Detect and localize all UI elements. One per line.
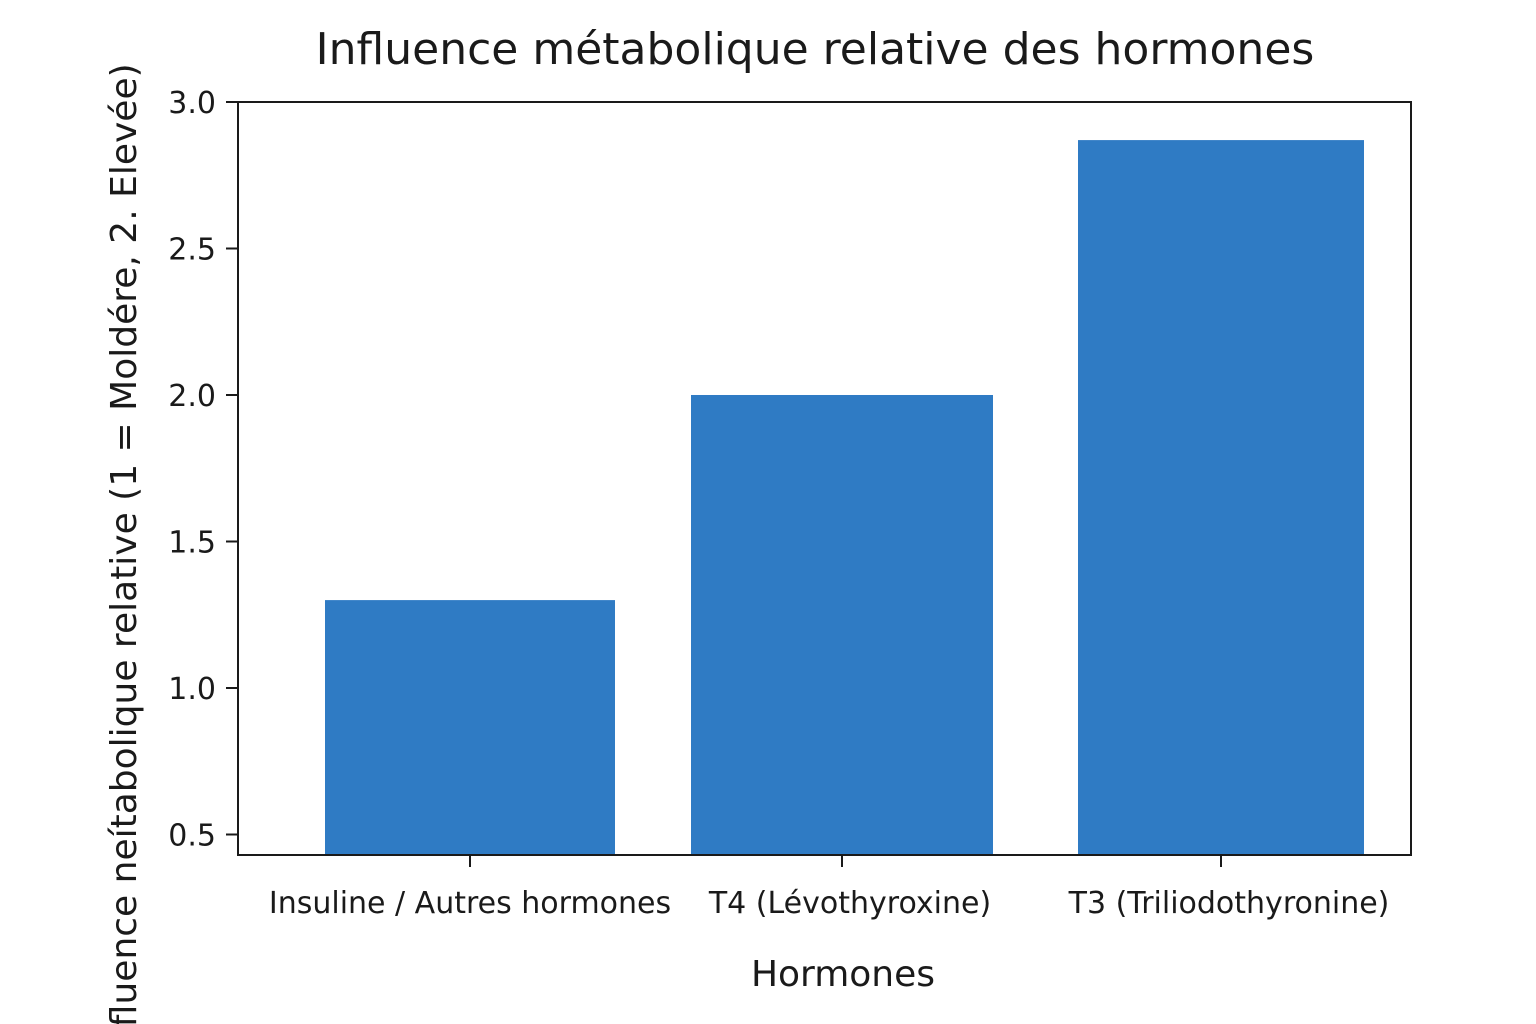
y-tick-label: 1.5 <box>168 525 216 560</box>
y-axis-title: Influence neítabolique relative (1 = Mol… <box>104 63 145 1024</box>
bar-0 <box>325 600 615 855</box>
y-tick-label: 2.0 <box>168 379 216 414</box>
plot-frame <box>237 101 1412 856</box>
x-axis-ticks: Insuline / Autres hormones T4 (Lévothyrox… <box>269 855 1390 921</box>
y-tick-label: 3.0 <box>168 86 216 121</box>
bar-2 <box>1078 140 1364 856</box>
y-tick-label: 0.5 <box>168 818 216 853</box>
y-axis-ticks: 0.5 1.0 1.5 2.0 2.5 3.0 <box>168 86 238 853</box>
bars-layer <box>325 140 1364 856</box>
bar-1 <box>691 394 993 855</box>
x-category-label: T4 (Lévothyroxine) <box>708 886 991 921</box>
y-tick-label: 2.5 <box>168 232 216 267</box>
chart-title: Influence métabolique relative des hormo… <box>316 24 1315 75</box>
x-category-label: T3 (Triliodothyronine) <box>1068 886 1390 921</box>
y-tick-label: 1.0 <box>168 672 216 707</box>
x-category-label: Insuline / Autres hormones <box>269 886 671 921</box>
x-axis-title: Hormones <box>751 954 935 995</box>
